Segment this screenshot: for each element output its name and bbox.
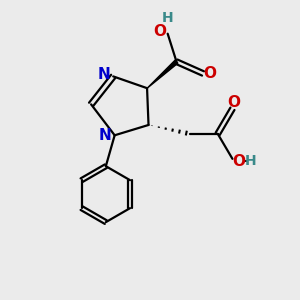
Text: N: N [98,68,110,82]
Text: H: H [161,11,173,26]
Text: O: O [227,95,240,110]
Text: O: O [232,154,245,169]
Text: O: O [153,24,166,39]
Text: N: N [99,128,112,143]
Text: H: H [245,154,256,168]
Polygon shape [147,60,178,88]
Text: O: O [203,66,216,81]
